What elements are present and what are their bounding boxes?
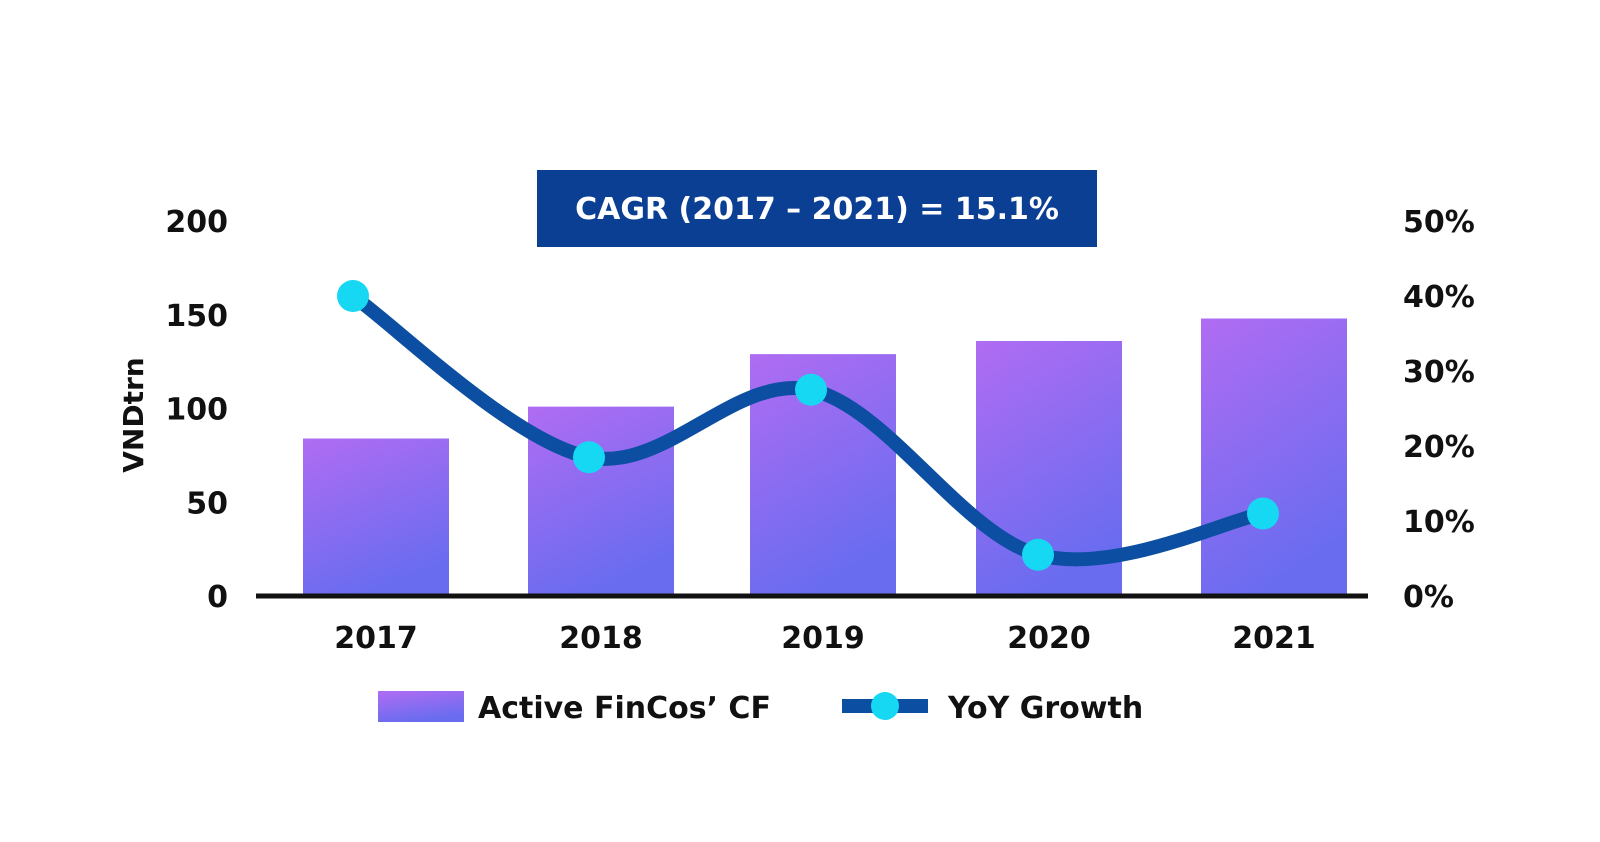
x-axis-labels: 2017 2018 2019 2020 2021 [334, 621, 1316, 656]
left-tick-label: 50 [186, 486, 228, 521]
bar-2017 [303, 438, 449, 596]
legend: Active FinCos’ CF YoY Growth [378, 691, 1143, 726]
x-tick-label: 2019 [781, 621, 865, 656]
growth-marker-2020 [1022, 538, 1054, 571]
left-tick-label: 0 [207, 580, 228, 615]
legend-swatch-bars [378, 691, 464, 722]
cagr-banner-background [537, 170, 1097, 247]
right-tick-label: 50% [1403, 205, 1475, 240]
chart-title: CAGR (2017 – 2021) = 15.1% [575, 192, 1059, 227]
legend-label-bars: Active FinCos’ CF [478, 691, 771, 726]
growth-marker-2019 [795, 373, 827, 406]
legend-label-line: YoY Growth [947, 691, 1143, 726]
cagr-banner: CAGR (2017 – 2021) = 15.1% [537, 170, 1097, 247]
legend-swatch-marker [871, 692, 899, 720]
x-tick-label: 2018 [559, 621, 643, 656]
x-tick-label: 2017 [334, 621, 418, 656]
x-tick-label: 2020 [1007, 621, 1091, 656]
right-tick-label: 10% [1403, 505, 1475, 540]
right-tick-label: 30% [1403, 355, 1475, 390]
growth-marker-2021 [1247, 497, 1279, 530]
left-tick-label: 150 [165, 299, 228, 334]
y-axis-title: VNDtrn [117, 357, 150, 472]
right-axis-ticks: 0% 10% 20% 30% 40% 50% [1403, 205, 1475, 615]
left-tick-label: 100 [165, 393, 228, 428]
bar-series [303, 318, 1347, 596]
right-tick-label: 20% [1403, 430, 1475, 465]
growth-marker-2017 [337, 280, 369, 312]
growth-marker-2018 [573, 441, 605, 474]
bar-2021 [1201, 318, 1347, 596]
line-markers [337, 280, 1279, 571]
left-tick-label: 200 [165, 205, 228, 240]
x-tick-label: 2021 [1232, 621, 1316, 656]
left-axis-ticks: 0 50 100 150 200 [165, 205, 228, 615]
right-tick-label: 0% [1403, 580, 1454, 615]
right-tick-label: 40% [1403, 280, 1475, 315]
